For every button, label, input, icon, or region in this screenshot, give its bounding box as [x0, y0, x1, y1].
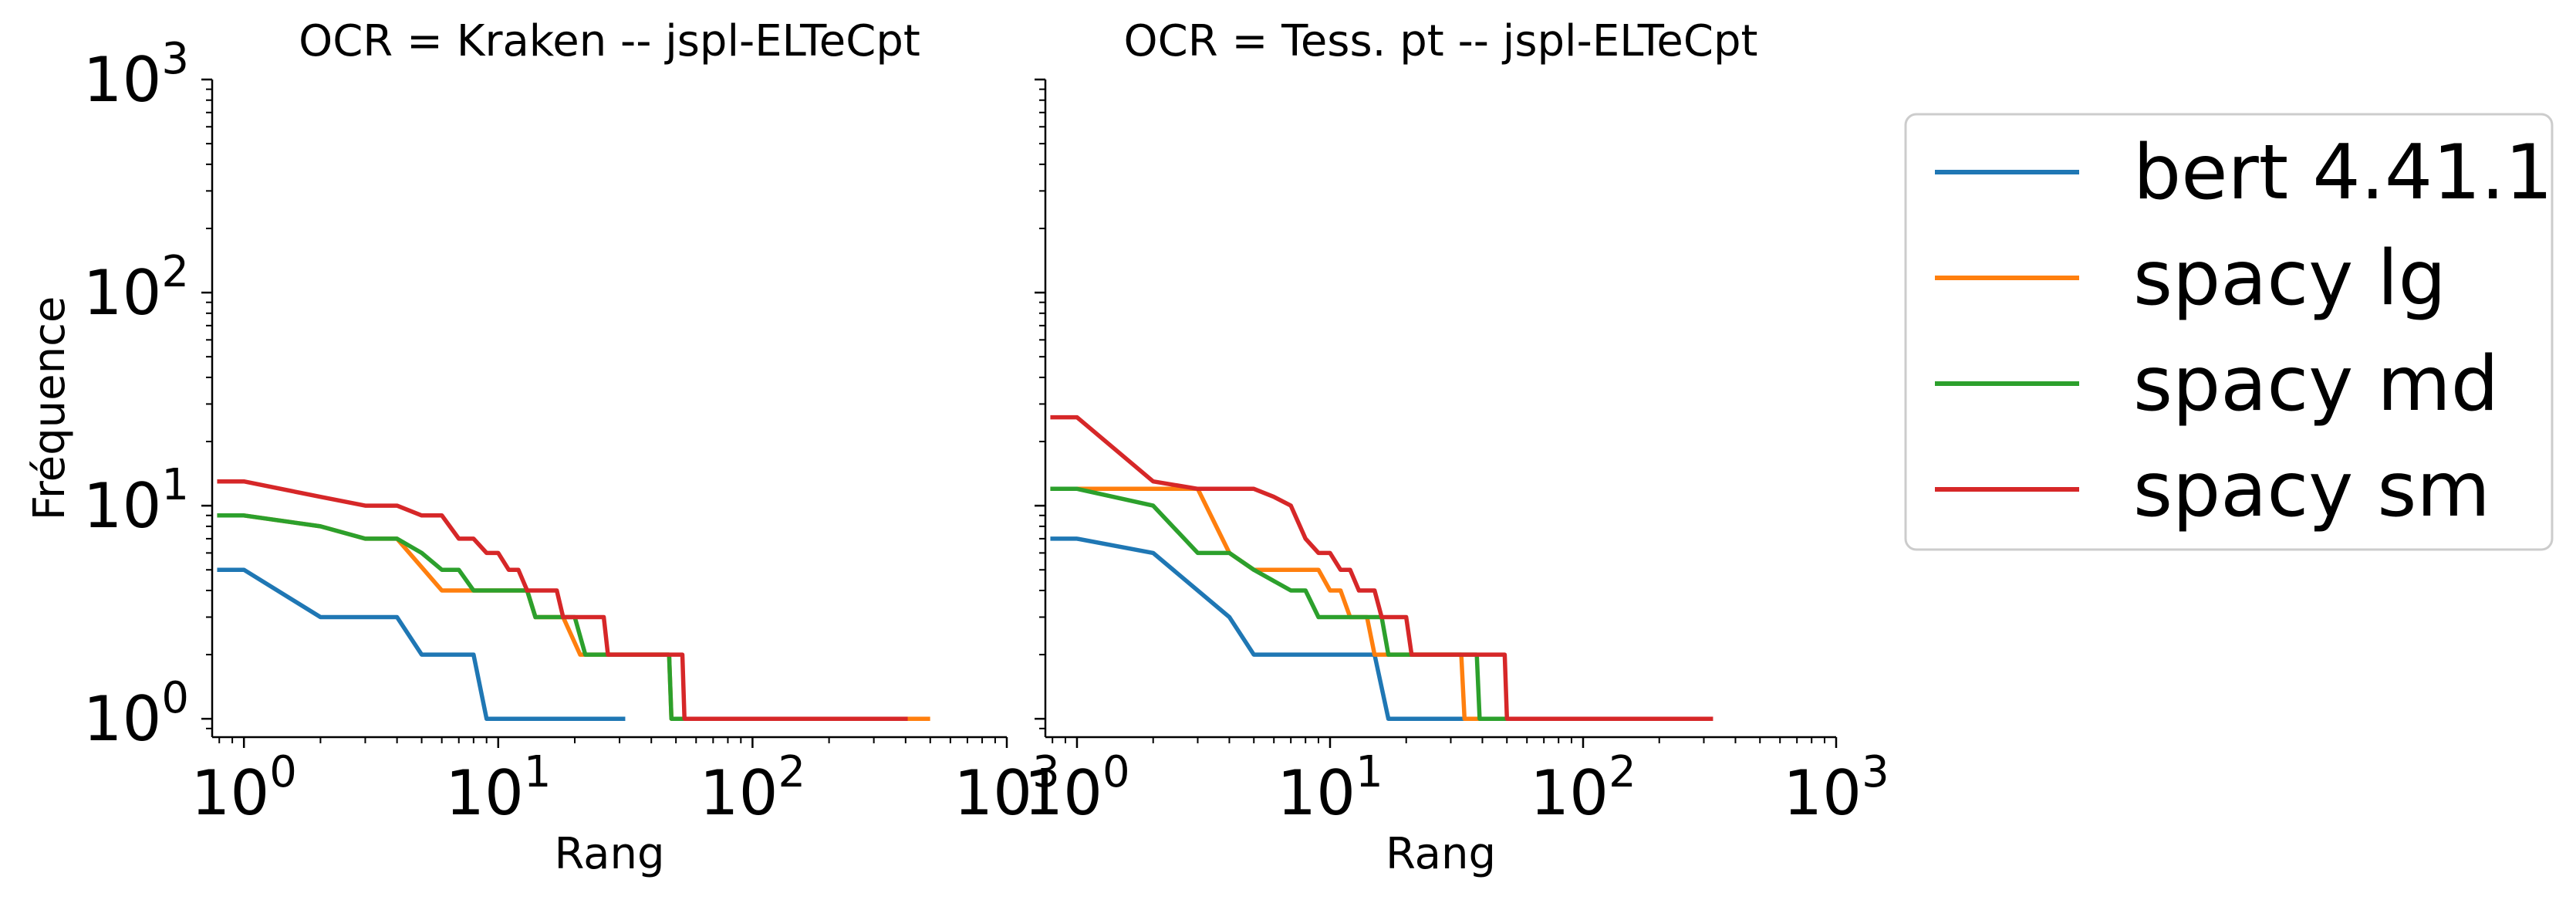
subplot-kraken: 100 101 102 103 100 101 102 103 OCR = Kraken -- …	[25, 16, 1060, 879]
series-line-bert-4-41-1	[1050, 536, 1470, 721]
x-tick-label: 100	[191, 747, 296, 829]
series-line-spacy-sm	[1050, 414, 1713, 721]
legend: bert 4.41.1 spacy lg spacy md spacy sm	[1904, 113, 2554, 551]
y-axis-label: Fréquence	[25, 296, 75, 521]
series-line-spacy-lg	[1050, 486, 1485, 721]
series-line-spacy-md	[1050, 486, 1510, 721]
y-tick-label: 100	[83, 673, 189, 755]
y-tick-label: 101	[83, 460, 189, 542]
series-line-spacy-sm	[217, 479, 908, 721]
x-axis-label: Rang	[1386, 829, 1496, 879]
legend-label: bert 4.41.1	[2133, 129, 2553, 217]
subplot-title: OCR = Tess. pt -- jspl-ELTeCpt	[1124, 16, 1758, 66]
x-tick-label: 101	[1277, 747, 1383, 829]
x-tick-label: 103	[1783, 747, 1889, 829]
legend-frame	[1904, 113, 2554, 551]
x-tick-label: 102	[1530, 747, 1636, 829]
legend-label: spacy md	[2133, 340, 2499, 428]
y-tick-label: 103	[83, 34, 189, 116]
x-tick-label: 100	[1024, 747, 1129, 829]
legend-label: spacy sm	[2133, 446, 2490, 534]
subplot-title: OCR = Kraken -- jspl-ELTeCpt	[299, 16, 920, 66]
y-tick-label: 102	[83, 247, 189, 329]
legend-label: spacy lg	[2133, 235, 2446, 323]
subplot-tess-pt: 100 101 102 103 OCR = Tess. pt -- jspl-ELTeC…	[1024, 16, 1889, 879]
x-tick-label: 103	[954, 747, 1059, 829]
x-tick-label: 101	[445, 747, 551, 829]
x-tick-label: 102	[700, 747, 805, 829]
series-line-spacy-md	[217, 513, 832, 721]
x-axis-label: Rang	[554, 829, 664, 879]
series-line-bert-4-41-1	[217, 567, 626, 721]
